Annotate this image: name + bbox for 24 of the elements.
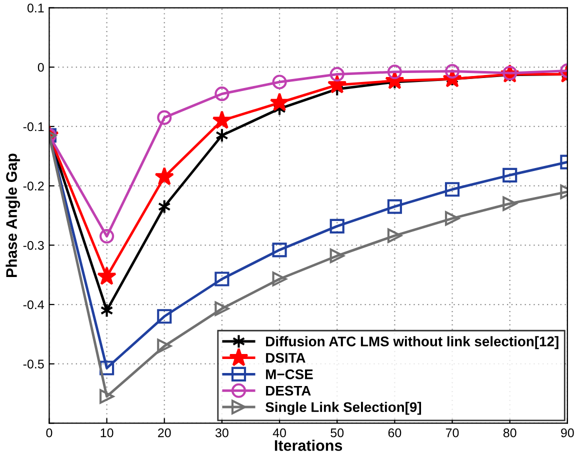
y-axis-title: Phase Angle Gap — [6, 154, 20, 278]
y-tick-label: -0.1 — [23, 122, 44, 132]
legend-label: M−CSE — [266, 369, 313, 380]
x-tick-label: 90 — [561, 428, 574, 438]
legend-label: Diffusion ATC LMS without link selection[12] — [266, 336, 558, 350]
x-axis-title: Iterations — [274, 440, 342, 451]
x-tick-label: 50 — [330, 428, 344, 438]
y-tick-label: -0.3 — [23, 240, 44, 250]
x-tick-label: 0 — [46, 428, 52, 438]
x-tick-label: 40 — [272, 428, 286, 438]
y-tick-label: -0.4 — [23, 300, 44, 310]
x-tick-label: 20 — [158, 428, 171, 438]
y-tick-label: -0.5 — [23, 360, 44, 369]
x-tick-label: 70 — [446, 428, 459, 438]
y-tick-label: 0 — [38, 62, 44, 72]
x-tick-label: 60 — [388, 428, 402, 438]
x-tick-label: 30 — [215, 428, 228, 438]
legend-label: Single Link Selection[9] — [266, 402, 422, 415]
y-tick-label: -0.2 — [23, 182, 44, 190]
y-tick-label: 0.1 — [27, 4, 44, 12]
legend-label: DSITA — [266, 352, 306, 363]
x-tick-label: 10 — [100, 428, 114, 438]
x-tick-label: 80 — [503, 428, 516, 438]
legend-label: DESTA — [266, 386, 311, 396]
